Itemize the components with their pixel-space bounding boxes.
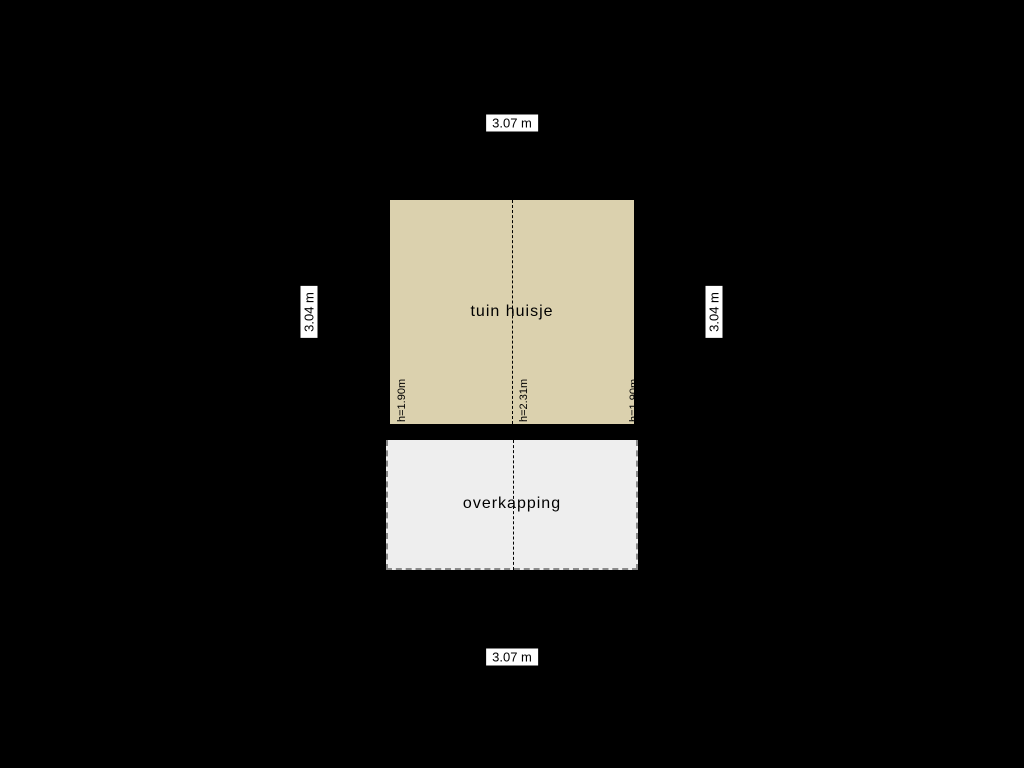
- dim-top: 3.07 m: [486, 115, 538, 132]
- height-label-right: h=1.90m: [628, 379, 640, 422]
- dim-bottom: 3.07 m: [486, 649, 538, 666]
- bottom-wall: [386, 424, 638, 436]
- dim-left: 3.04 m: [301, 286, 318, 338]
- height-label-mid: h=2.31m: [518, 379, 530, 422]
- cover-label: overkapping: [463, 495, 561, 513]
- height-label-left: h=1.90m: [396, 379, 408, 422]
- main-room: tuin huisjeh=1.90mh=2.31mh=1.90m: [386, 196, 638, 428]
- ridge-line: [512, 200, 513, 424]
- cover-area: overkapping: [386, 440, 638, 570]
- ridge-line-cover: [513, 440, 514, 570]
- dim-right: 3.04 m: [706, 286, 723, 338]
